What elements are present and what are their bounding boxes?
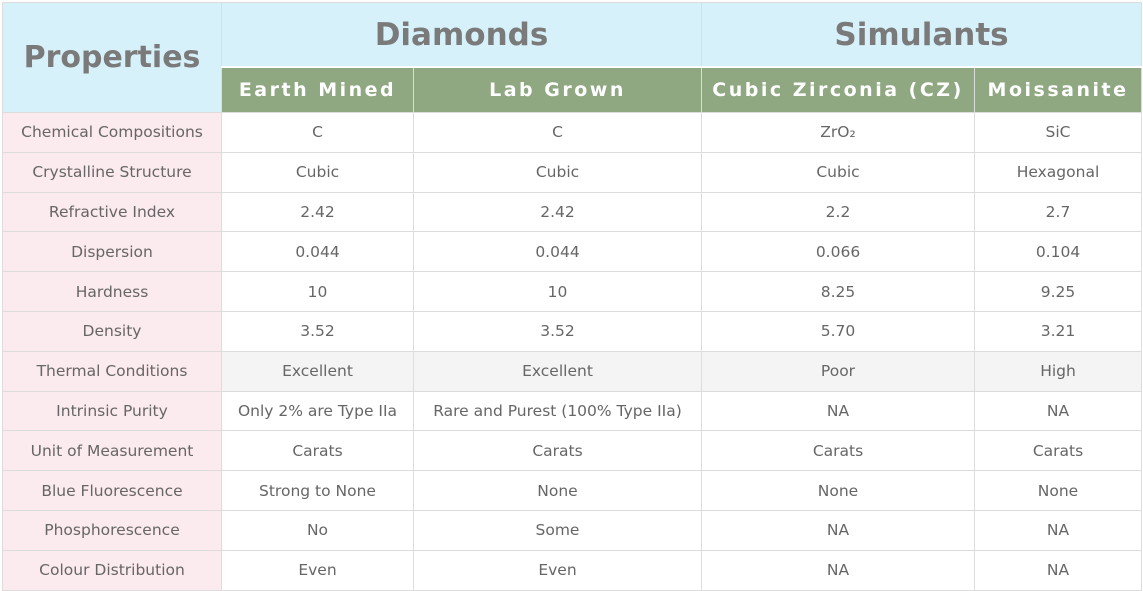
row-label: Colour Distribution (2, 549, 222, 591)
cell: 2.7 (974, 191, 1142, 233)
table-row: Dispersion 0.044 0.044 0.066 0.104 (2, 231, 1142, 273)
row-label: Refractive Index (2, 191, 222, 233)
table-row: Refractive Index 2.42 2.42 2.2 2.7 (2, 191, 1142, 233)
cell: C (413, 112, 702, 153)
table-body: Chemical Compositions C C ZrO₂ SiC Crystallin… (2, 112, 1142, 591)
cell: 3.52 (221, 310, 414, 352)
cell: 0.044 (413, 231, 702, 273)
cell: Cubic (701, 151, 975, 193)
column-header: Lab Grown (413, 66, 702, 113)
cell: Cubic (413, 151, 702, 193)
group-header: Diamonds (221, 2, 702, 68)
table-row: Chemical Compositions C C ZrO₂ SiC (2, 112, 1142, 153)
table-row: Thermal Conditions Excellent Excellent Poor… (2, 350, 1142, 392)
cell: C (221, 112, 414, 153)
cell: Carats (974, 430, 1142, 472)
table-row: Phosphorescence No Some NA NA (2, 509, 1142, 551)
cell: High (974, 350, 1142, 392)
row-label: Dispersion (2, 231, 222, 273)
column-header: Earth Mined (221, 66, 414, 113)
cell: 2.2 (701, 191, 975, 233)
cell: Some (413, 509, 702, 551)
row-label: Density (2, 310, 222, 352)
properties-header: Properties (2, 2, 222, 113)
cell: Strong to None (221, 470, 414, 511)
table-row: Density 3.52 3.52 5.70 3.21 (2, 310, 1142, 352)
group-header: Simulants (701, 2, 1142, 68)
cell: 2.42 (221, 191, 414, 233)
table-row: Blue Fluorescence Strong to None None None N… (2, 470, 1142, 511)
cell: 9.25 (974, 271, 1142, 312)
row-label: Phosphorescence (2, 509, 222, 551)
cell: Carats (701, 430, 975, 472)
cell: 3.21 (974, 310, 1142, 352)
cell: None (413, 470, 702, 511)
cell: Carats (413, 430, 702, 472)
row-label: Hardness (2, 271, 222, 312)
cell: 3.52 (413, 310, 702, 352)
row-label: Thermal Conditions (2, 350, 222, 392)
column-header: Moissanite (974, 66, 1142, 113)
row-label: Blue Fluorescence (2, 470, 222, 511)
cell: 2.42 (413, 191, 702, 233)
cell: Cubic (221, 151, 414, 193)
cell: No (221, 509, 414, 551)
cell: 0.066 (701, 231, 975, 273)
cell: 8.25 (701, 271, 975, 312)
cell: Hexagonal (974, 151, 1142, 193)
cell: None (701, 470, 975, 511)
cell: Only 2% are Type IIa (221, 390, 414, 432)
row-label: Chemical Compositions (2, 112, 222, 153)
cell: 5.70 (701, 310, 975, 352)
row-label: Intrinsic Purity (2, 390, 222, 432)
cell: NA (974, 390, 1142, 432)
cell: Excellent (413, 350, 702, 392)
cell: NA (701, 509, 975, 551)
table-row: Unit of Measurement Carats Carats Carats Car… (2, 430, 1142, 472)
table-row: Crystalline Structure Cubic Cubic Cubic Hexa… (2, 151, 1142, 193)
cell: Carats (221, 430, 414, 472)
cell: 10 (413, 271, 702, 312)
column-header: Cubic Zirconia (CZ) (701, 66, 975, 113)
cell: Excellent (221, 350, 414, 392)
cell: SiC (974, 112, 1142, 153)
table-row: Colour Distribution Even Even NA NA (2, 549, 1142, 591)
table-row: Hardness 10 10 8.25 9.25 (2, 271, 1142, 312)
cell: None (974, 470, 1142, 511)
cell: Even (413, 549, 702, 591)
cell: ZrO₂ (701, 112, 975, 153)
cell: Rare and Purest (100% Type IIa) (413, 390, 702, 432)
cell: 0.044 (221, 231, 414, 273)
row-label: Crystalline Structure (2, 151, 222, 193)
cell: NA (974, 549, 1142, 591)
row-label: Unit of Measurement (2, 430, 222, 472)
cell: NA (701, 390, 975, 432)
cell: NA (701, 549, 975, 591)
cell: 0.104 (974, 231, 1142, 273)
cell: NA (974, 509, 1142, 551)
table-row: Intrinsic Purity Only 2% are Type IIa Rare… (2, 390, 1142, 432)
cell: 10 (221, 271, 414, 312)
cell: Even (221, 549, 414, 591)
cell: Poor (701, 350, 975, 392)
